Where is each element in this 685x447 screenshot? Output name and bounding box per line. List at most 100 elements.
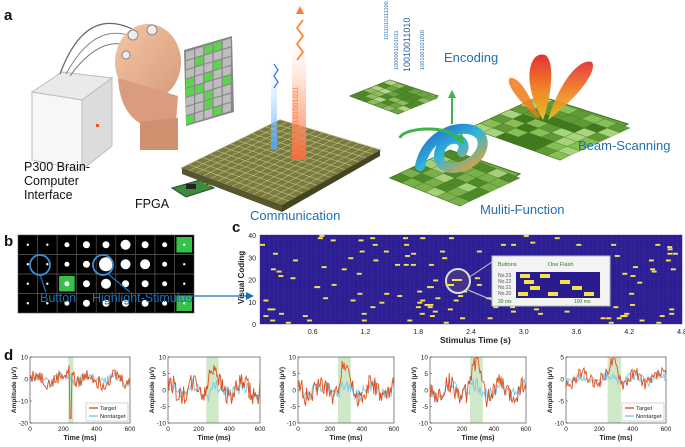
raster-flash bbox=[665, 259, 671, 262]
erp-xtick-label: 600 bbox=[255, 426, 266, 433]
metasurface-gridline bbox=[272, 123, 374, 155]
raster-flash bbox=[476, 250, 482, 253]
inset-time-small: 30 ms bbox=[498, 299, 512, 305]
screen-cell bbox=[186, 49, 194, 60]
raster-flash bbox=[373, 259, 379, 262]
erp-ytick-label: -5 bbox=[558, 399, 564, 406]
raster-flash bbox=[272, 252, 278, 255]
bits-block-3: 1000001101011 bbox=[394, 30, 400, 70]
screen-cell bbox=[204, 108, 213, 119]
erp-ytick-label: 10 bbox=[421, 355, 429, 362]
erp-xtick-label: 200 bbox=[457, 426, 468, 433]
screen-cell bbox=[195, 56, 204, 67]
beam-illustration: 1010101001011 bbox=[271, 6, 306, 160]
raster-flash bbox=[629, 292, 635, 295]
raster-flash bbox=[659, 315, 665, 317]
erp-xtick-label: 400 bbox=[224, 426, 235, 433]
inset-row-21: No.21 bbox=[498, 285, 512, 291]
inset-flash bbox=[560, 280, 570, 284]
raster-flash bbox=[648, 259, 654, 262]
erp-trace-target bbox=[297, 360, 395, 407]
erp-xlabel: Time (ms) bbox=[462, 435, 495, 442]
erp-ytick-label: -10 bbox=[555, 421, 565, 428]
raster-flash bbox=[428, 303, 434, 306]
screen-cell bbox=[204, 53, 213, 64]
screen-cell bbox=[213, 105, 222, 116]
raster-flash bbox=[476, 283, 482, 286]
raster-flash bbox=[319, 235, 325, 237]
tile bbox=[606, 123, 631, 133]
raster-flash bbox=[419, 312, 425, 315]
raster-flash bbox=[278, 275, 284, 277]
raster-flash bbox=[263, 315, 269, 317]
screen-cell bbox=[195, 65, 204, 76]
matrix-dot bbox=[64, 300, 70, 306]
erp-ytick-label: -5 bbox=[160, 404, 166, 411]
screen-cell bbox=[213, 59, 222, 70]
metasurface-gridline bbox=[239, 136, 338, 190]
raster-flash bbox=[359, 250, 365, 253]
erp-xtick-label: 400 bbox=[489, 426, 500, 433]
raster-flash bbox=[270, 319, 276, 322]
raster-flash bbox=[379, 301, 385, 304]
legend-target-label: Target bbox=[636, 406, 653, 412]
erp-ytick-label: 0 bbox=[24, 377, 28, 384]
inset-flash bbox=[584, 292, 594, 296]
screen-cell bbox=[195, 74, 204, 85]
erp-ytick-label: -10 bbox=[19, 399, 29, 406]
raster-flash bbox=[639, 319, 645, 322]
erp-ylabel: Amplitude (μV) bbox=[11, 367, 18, 413]
panel-b-letter: b bbox=[4, 233, 13, 250]
c-xtick: 4.2 bbox=[624, 329, 634, 336]
matrix-dot bbox=[120, 239, 131, 250]
matrix-dot bbox=[162, 300, 168, 306]
raster-flash bbox=[667, 248, 673, 251]
screen-cell bbox=[213, 50, 222, 61]
metasurface-gridline bbox=[237, 140, 339, 174]
erp-ylabel: Amplitude (μV) bbox=[547, 367, 554, 413]
matrix-dot bbox=[46, 243, 49, 246]
inset-flash bbox=[572, 286, 582, 290]
erp-xtick-label: 600 bbox=[521, 426, 532, 433]
erp-ytick-label: 10 bbox=[159, 355, 167, 362]
raster-flash bbox=[411, 252, 417, 255]
panel-b: b Button Highlight-Stimulus bbox=[4, 233, 254, 314]
raster-flash bbox=[460, 317, 466, 320]
erp-xtick-label: 0 bbox=[296, 426, 300, 433]
raster-flash bbox=[403, 263, 409, 266]
raster-flash bbox=[404, 243, 410, 246]
raster-flash bbox=[616, 317, 622, 320]
matrix-dot bbox=[183, 302, 186, 305]
raster-flash bbox=[410, 263, 416, 266]
screen-cell bbox=[222, 93, 231, 104]
erp-xtick-label: 400 bbox=[91, 426, 102, 433]
c-ytick: 40 bbox=[248, 233, 256, 240]
raster-flash bbox=[606, 317, 612, 320]
raster-flash bbox=[270, 268, 276, 271]
raster-flash bbox=[323, 297, 329, 300]
matrix-dot bbox=[122, 299, 130, 307]
screen-cell bbox=[222, 84, 231, 95]
raster-flash bbox=[270, 308, 276, 311]
screen-cell bbox=[213, 68, 222, 80]
bits-block-2: 1001001101010 bbox=[420, 30, 426, 70]
c-xtick: 1.8 bbox=[413, 329, 423, 336]
erp-ytick-label: 0 bbox=[424, 388, 428, 395]
erp-ylabel: Amplitude (μV) bbox=[411, 367, 418, 413]
button-label: Button bbox=[40, 291, 76, 305]
raster-flash bbox=[267, 308, 273, 311]
matrix-dot bbox=[183, 263, 186, 266]
metasurface-gridline bbox=[260, 143, 359, 198]
erp-ytick-label: 5 bbox=[424, 371, 428, 378]
inset-flash bbox=[530, 286, 540, 290]
screen-cell bbox=[195, 111, 204, 122]
raster-flash bbox=[622, 315, 628, 317]
raster-flash bbox=[424, 303, 430, 306]
matrix-dot bbox=[26, 263, 29, 266]
screen-cell bbox=[186, 114, 194, 125]
erp-axes-frame bbox=[565, 356, 667, 424]
c-ylabel: Visual Coding bbox=[237, 251, 246, 304]
erp-ylabel: Amplitude (μV) bbox=[279, 367, 286, 413]
screen-cell bbox=[222, 66, 231, 77]
erp-xtick-label: 0 bbox=[166, 426, 170, 433]
